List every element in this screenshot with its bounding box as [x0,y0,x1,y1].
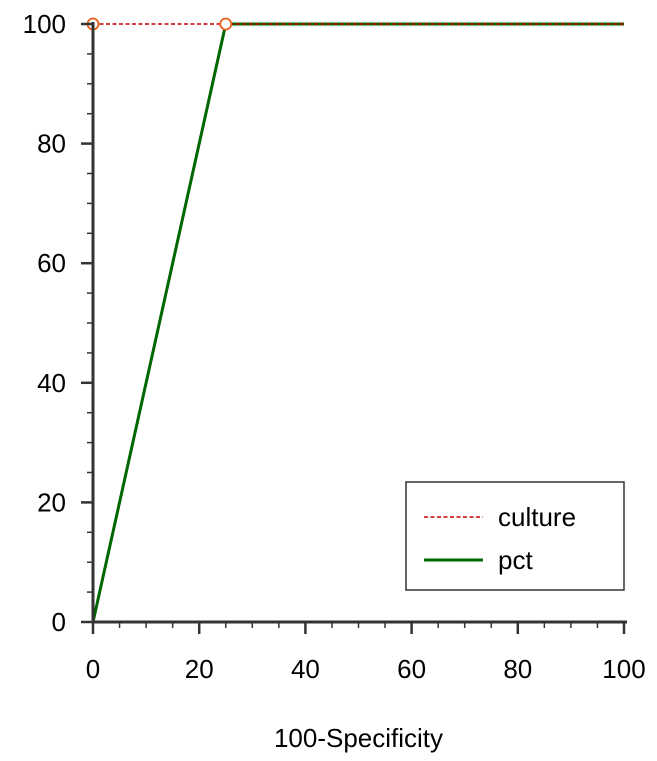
x-tick-label: 100 [602,654,645,684]
legend-label-culture: culture [498,502,576,532]
y-tick-label: 0 [52,607,66,637]
x-tick-label: 0 [86,654,100,684]
x-tick-label: 60 [397,654,426,684]
x-tick-label: 80 [503,654,532,684]
y-tick-label: 100 [23,9,66,39]
y-tick-label: 20 [37,487,66,517]
y-tick-label: 80 [37,129,66,159]
legend: culture pct [405,481,625,591]
y-tick-label: 60 [37,248,66,278]
axes: 0 20 40 60 80 100 0 20 40 60 80 100 [23,9,646,684]
series-marker-culture [219,17,233,31]
y-tick-label: 40 [37,368,66,398]
x-tick-label: 20 [185,654,214,684]
x-tick-label: 40 [291,654,320,684]
x-axis-title: 100-Specificity [274,723,443,753]
legend-label-pct: pct [498,545,533,575]
legend-box [405,481,625,591]
